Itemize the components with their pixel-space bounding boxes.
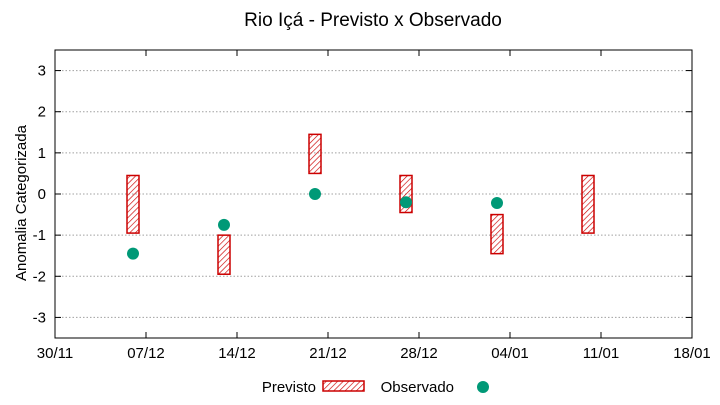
previsto-box (581, 174, 595, 234)
x-tick-label: 18/01 (673, 345, 711, 362)
x-tick-label: 14/12 (218, 345, 256, 362)
data-marks (126, 133, 595, 275)
observado-point (127, 247, 139, 260)
y-tick-label: 0 (38, 186, 46, 203)
chart-title: Rio Içá - Previsto x Observado (244, 10, 502, 31)
legend-label-previsto: Previsto (262, 379, 316, 396)
y-tick-label: 1 (38, 145, 46, 162)
observado-point (491, 197, 503, 210)
observado-point (218, 218, 230, 231)
observado-point (400, 196, 412, 209)
x-tick-label: 11/01 (583, 345, 619, 362)
legend-marker-observado (477, 381, 489, 393)
y-tick-label: 3 (38, 63, 46, 80)
y-tick-label: -1 (33, 227, 46, 244)
legend: Previsto Observado (262, 379, 489, 396)
axis-ticks: -3 -2 -1 0 1 2 3 30/11 07/12 14/12 21/12 28/12 04/01… (33, 50, 711, 362)
x-tick-label: 21/12 (309, 345, 347, 362)
observado-point (309, 188, 321, 200)
legend-swatch-previsto (322, 380, 365, 392)
x-tick-label: 30/11 (37, 345, 73, 362)
x-tick-label: 28/12 (400, 345, 438, 362)
legend-label-observado: Observado (381, 379, 454, 396)
previsto-box (308, 133, 322, 175)
previsto-box (490, 213, 504, 255)
x-tick-label: 07/12 (127, 345, 165, 362)
previsto-box (126, 174, 140, 234)
y-tick-label: -2 (33, 268, 46, 285)
y-axis-label: Anomalia Categorizada (13, 124, 30, 281)
previsto-box (217, 234, 231, 275)
grid-lines (55, 70, 692, 318)
x-tick-label: 04/01 (491, 345, 529, 362)
y-tick-label: -3 (33, 309, 46, 326)
y-tick-label: 2 (38, 104, 46, 121)
